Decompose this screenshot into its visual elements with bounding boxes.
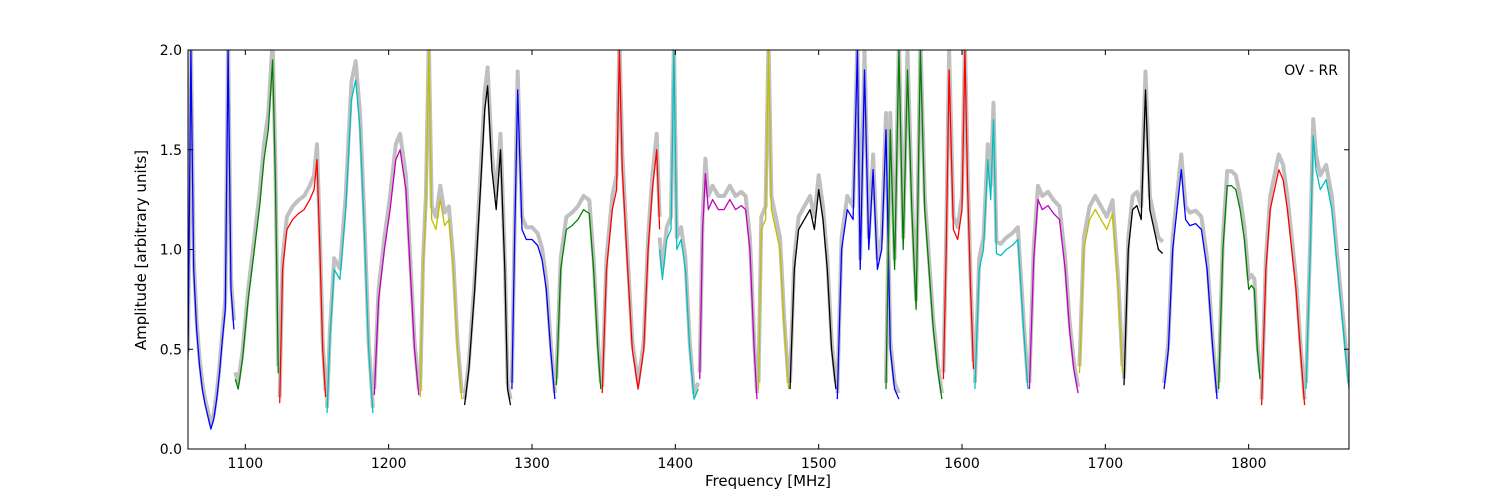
x-axis-label: Frequency [MHz] <box>705 472 831 490</box>
plot-annotation: OV - RR <box>1284 63 1338 79</box>
series-line-22 <box>1217 185 1261 390</box>
x-tick-label: 1100 <box>228 456 264 472</box>
series-line-4 <box>373 149 420 396</box>
x-tick-label: 1200 <box>371 456 407 472</box>
x-tick-label: 1300 <box>514 456 550 472</box>
series-line-20 <box>1123 89 1164 386</box>
y-axis-label: Amplitude [arbitrary units] <box>132 150 150 350</box>
series-line-13 <box>789 188 837 390</box>
y-tick-label: 1.0 <box>160 243 182 259</box>
series-line-21 <box>1163 169 1218 400</box>
series-line-8 <box>555 208 602 390</box>
background-spectrum-11 <box>697 156 759 394</box>
y-tick-label: 2.0 <box>160 43 182 59</box>
series-lines <box>188 50 1349 430</box>
series-line-7 <box>511 89 556 400</box>
background-spectrum-19 <box>1077 194 1125 367</box>
series-line-14 <box>836 50 900 400</box>
x-tick-label: 1400 <box>658 456 694 472</box>
series-line-19 <box>1078 208 1124 374</box>
series-line-6 <box>463 85 512 406</box>
series-line-1 <box>234 59 279 390</box>
y-tick-label: 0.5 <box>160 342 182 358</box>
background-spectrum-23 <box>1259 152 1307 400</box>
series-line-10 <box>658 50 699 400</box>
series-line-12 <box>757 50 790 390</box>
series-line-9 <box>601 50 661 394</box>
x-tick-label: 1800 <box>1231 456 1267 472</box>
series-line-16 <box>942 50 975 380</box>
series-line-17 <box>974 119 1029 390</box>
series-line-2 <box>279 159 327 404</box>
y-axis-ticks: 0.0 0.5 1.0 1.5 2.0 <box>160 43 1349 458</box>
x-tick-label: 1600 <box>944 456 980 472</box>
series-line-23 <box>1260 169 1306 406</box>
x-tick-label: 1500 <box>801 456 837 472</box>
series-line-15 <box>885 50 943 400</box>
y-tick-label: 0.0 <box>160 442 182 458</box>
series-line-0 <box>188 50 235 430</box>
x-tick-label: 1700 <box>1088 456 1124 472</box>
series-line-3 <box>326 79 374 414</box>
series-line-24 <box>1305 135 1349 390</box>
series-line-18 <box>1028 198 1079 394</box>
y-tick-label: 1.5 <box>160 143 182 159</box>
background-spectrum-18 <box>1027 183 1081 388</box>
series-line-5 <box>419 50 463 400</box>
series-line-11 <box>699 173 758 400</box>
x-axis-ticks: 1100 1200 1300 1400 1500 1600 1700 1800 <box>228 50 1267 472</box>
